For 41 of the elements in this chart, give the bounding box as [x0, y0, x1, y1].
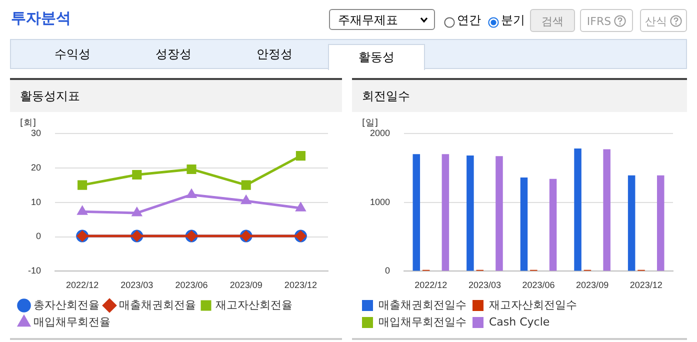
text: 투자분석	[11, 9, 71, 28]
y-axis-title: [회]	[20, 118, 36, 129]
chart-title: 활동성지표	[10, 80, 342, 112]
text: 산식	[645, 15, 667, 28]
y-tick-label: 10	[30, 196, 42, 207]
y-tick-label: 0	[385, 266, 390, 276]
x-tick-label: 2022/12	[414, 280, 448, 290]
legend-label: Cash Cycle	[489, 315, 550, 328]
x-tick-label: 2023/06	[175, 280, 208, 290]
text: IFRS	[586, 15, 612, 28]
text: 수익성	[54, 46, 92, 63]
x-tick-label: 2023/06	[522, 280, 555, 290]
legend-label: 매입채무회전율	[34, 315, 110, 328]
y-tick-label: 1000	[370, 196, 390, 207]
legend-label: 매출채권회전일수	[378, 298, 466, 312]
x-tick-label: 2023/09	[230, 280, 262, 290]
legend-label: 매입채무회전일수	[378, 315, 466, 328]
y-tick-label: 2000	[370, 128, 390, 138]
text: 연간	[457, 12, 481, 29]
x-tick-label: 2023/03	[120, 280, 154, 290]
y-tick-label: -10	[28, 266, 42, 276]
legend-label: 총자산회전율	[34, 298, 100, 312]
y-tick-label: 20	[30, 162, 42, 172]
legend-label: 재고자산회전율	[216, 298, 292, 312]
x-tick-label: 2023/12	[284, 280, 317, 290]
x-tick-label: 2022/12	[66, 280, 99, 290]
legend-label: 재고자산회전일수	[489, 298, 577, 312]
text: 안정성	[256, 46, 294, 63]
legend-label: 매출채권회전율	[119, 298, 196, 312]
chart-title: 회전일수	[352, 80, 687, 112]
text: 성장성	[154, 46, 192, 63]
text: 주재무제표	[329, 9, 435, 30]
x-tick-label: 2023/03	[468, 280, 501, 290]
x-tick-label: 2023/09	[576, 280, 609, 290]
text: 활동성	[328, 44, 425, 70]
text: 검색	[530, 9, 575, 32]
y-tick-label: 0	[36, 231, 42, 242]
text: 분기	[501, 12, 525, 29]
x-tick-label: 2023/12	[630, 280, 662, 290]
y-axis-title: [일]	[362, 118, 378, 129]
y-tick-label: 30	[30, 128, 42, 138]
